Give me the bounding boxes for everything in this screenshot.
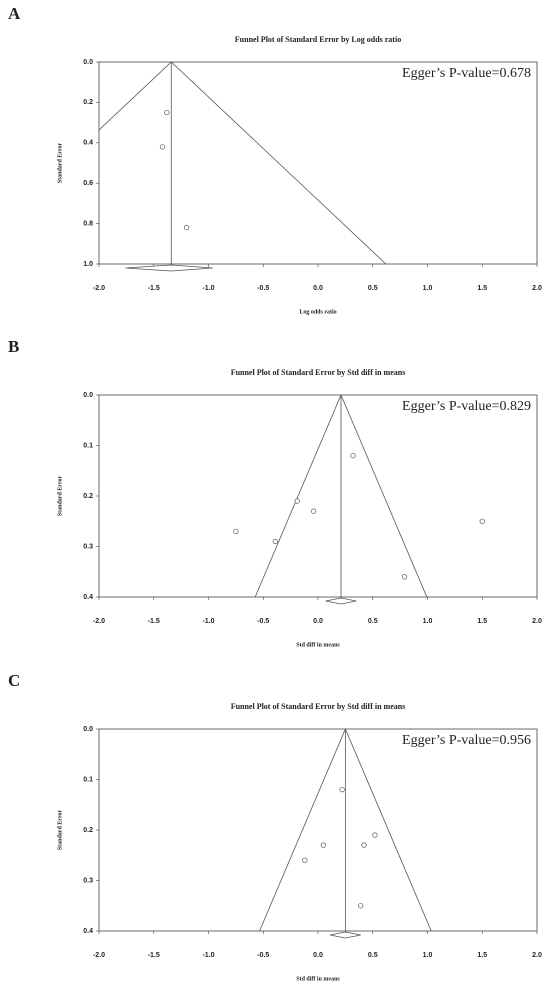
y-tick-label: 0.4 <box>83 140 93 147</box>
funnel <box>259 729 432 931</box>
plot-frame <box>98 728 538 932</box>
study-point <box>233 528 239 534</box>
study-point <box>183 224 190 231</box>
annotation: Egger’s P-value=0.956 <box>402 733 531 748</box>
funnel-lines <box>254 395 428 597</box>
x-tick-label: -0.5 <box>257 285 269 292</box>
x-tick-label: 2.0 <box>532 618 542 625</box>
funnel-lines <box>99 62 387 264</box>
x-tick-label: -0.5 <box>257 952 269 959</box>
y-tick-label: 0.2 <box>83 493 93 500</box>
y-tick-label: 0.2 <box>83 99 93 106</box>
x-tick-label: -1.0 <box>202 952 214 959</box>
pooled-diamond <box>329 931 361 939</box>
panel-label: A <box>8 4 21 23</box>
study-point <box>164 109 170 116</box>
x-tick-label: -2.0 <box>93 618 105 625</box>
study-point <box>272 538 278 545</box>
x-axis-label: Std diff in means <box>296 642 340 648</box>
funnel <box>254 395 428 597</box>
x-tick-label: 1.5 <box>477 618 487 625</box>
y-axis-label: Standard Error <box>57 809 63 850</box>
x-tick-label: 2.0 <box>532 952 542 959</box>
x-tick-label: 2.0 <box>532 285 542 292</box>
y-tick-label: 0.1 <box>83 776 93 783</box>
x-tick-label: 0.0 <box>313 618 323 625</box>
x-tick-label: -0.5 <box>257 618 269 625</box>
x-tick-label: -1.5 <box>148 952 160 959</box>
x-tick-label: -1.0 <box>202 618 214 625</box>
y-tick-label: 0.4 <box>83 594 93 601</box>
y-tick-label: 0.0 <box>83 392 93 399</box>
study-point <box>401 574 408 580</box>
study-point <box>339 786 345 793</box>
study-point <box>372 832 378 838</box>
x-tick-label: 1.5 <box>477 285 487 292</box>
study-point <box>310 508 317 514</box>
x-tick-label: -1.5 <box>148 285 160 292</box>
funnel-lines <box>259 729 432 931</box>
x-tick-label: 0.0 <box>313 952 323 959</box>
x-tick-label: 1.0 <box>423 285 433 292</box>
annotation: Egger’s P-value=0.829 <box>402 399 531 414</box>
y-tick-label: 0.6 <box>83 180 93 187</box>
study-point <box>358 903 364 909</box>
x-tick-label: 0.5 <box>368 285 378 292</box>
x-axis-label: Std diff in means <box>296 976 340 982</box>
x-tick-label: -2.0 <box>93 952 105 959</box>
x-tick-label: 1.5 <box>477 952 487 959</box>
chart-title: Funnel Plot of Standard Error by Log odd… <box>235 35 401 44</box>
chart-title: Funnel Plot of Standard Error by Std dif… <box>231 702 406 711</box>
funnel <box>99 62 387 264</box>
plot-frame <box>98 61 538 265</box>
x-tick-label: 1.0 <box>423 618 433 625</box>
x-tick-label: 1.0 <box>423 952 433 959</box>
annotation: Egger’s P-value=0.678 <box>402 66 531 81</box>
x-tick-label: -1.5 <box>148 618 160 625</box>
study-point <box>350 452 356 459</box>
pooled-diamond <box>125 264 213 272</box>
x-tick-label: -1.0 <box>202 285 214 292</box>
plot-frame <box>98 394 538 598</box>
y-tick-label: 0.4 <box>83 928 93 935</box>
study-point <box>361 842 367 848</box>
study-point <box>479 518 485 524</box>
x-tick-label: 0.5 <box>368 952 378 959</box>
panel-label: C <box>8 671 20 690</box>
y-tick-label: 0.8 <box>83 220 93 227</box>
y-tick-label: 0.3 <box>83 543 93 550</box>
x-tick-label: 0.0 <box>313 285 323 292</box>
y-tick-label: 0.1 <box>83 442 93 449</box>
y-axis-label: Standard Error <box>57 475 63 516</box>
study-point <box>159 144 166 150</box>
y-tick-label: 1.0 <box>83 261 93 268</box>
y-tick-label: 0.0 <box>83 59 93 66</box>
study-point <box>294 498 300 504</box>
x-axis-label: Log odds ratio <box>299 309 336 315</box>
chart-title: Funnel Plot of Standard Error by Std dif… <box>231 368 406 377</box>
y-tick-label: 0.3 <box>83 877 93 884</box>
y-tick-label: 0.2 <box>83 827 93 834</box>
study-point <box>320 842 327 848</box>
x-tick-label: 0.5 <box>368 618 378 625</box>
pooled-diamond <box>325 597 357 605</box>
study-point <box>302 857 308 863</box>
y-axis-label: Standard Error <box>57 142 63 183</box>
panel-label: B <box>8 337 19 356</box>
x-tick-label: -2.0 <box>93 285 105 292</box>
y-tick-label: 0.0 <box>83 726 93 733</box>
